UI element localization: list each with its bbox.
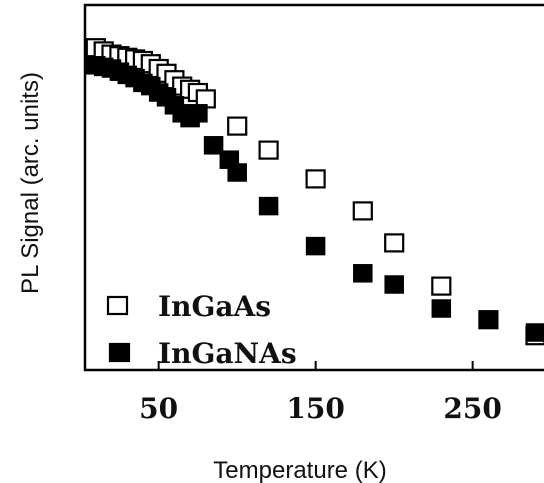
- point-inganas-21: [431, 299, 452, 318]
- point-ingaas-19: [384, 233, 405, 253]
- point-inganas-18: [305, 236, 326, 256]
- legend-marker-ingaas: [106, 295, 129, 316]
- legend: InGaAs InGaNAs: [106, 290, 297, 370]
- point-inganas-20: [384, 275, 404, 294]
- x-tick-label-150: 150: [286, 392, 344, 425]
- data-markers: [85, 38, 544, 346]
- x-tick-label-250: 250: [443, 392, 501, 425]
- legend-label-ingaas: InGaAs: [158, 290, 271, 323]
- x-axis-label: Temperature (K): [213, 457, 386, 483]
- point-ingaas-16: [258, 140, 279, 160]
- point-ingaas-15: [227, 116, 248, 136]
- y-axis-label: PL Signal (arc. units): [17, 72, 44, 294]
- legend-marker-ingaNas: [108, 342, 131, 363]
- point-ingaas-18: [352, 201, 373, 221]
- point-inganas-14: [203, 136, 224, 155]
- point-inganas-13: [188, 104, 208, 123]
- x-tick-label-50: 50: [139, 392, 178, 425]
- point-inganas-23: [525, 323, 544, 342]
- point-inganas-19: [353, 264, 373, 283]
- legend-label-inganas: InGaNAs: [158, 337, 297, 370]
- point-inganas-17: [258, 196, 279, 216]
- point-ingaas-17: [305, 169, 326, 189]
- point-inganas-22: [478, 310, 499, 329]
- x-ticks: 50 150 250: [139, 361, 502, 425]
- point-ingaas-20: [431, 276, 452, 296]
- point-inganas-16: [227, 163, 247, 182]
